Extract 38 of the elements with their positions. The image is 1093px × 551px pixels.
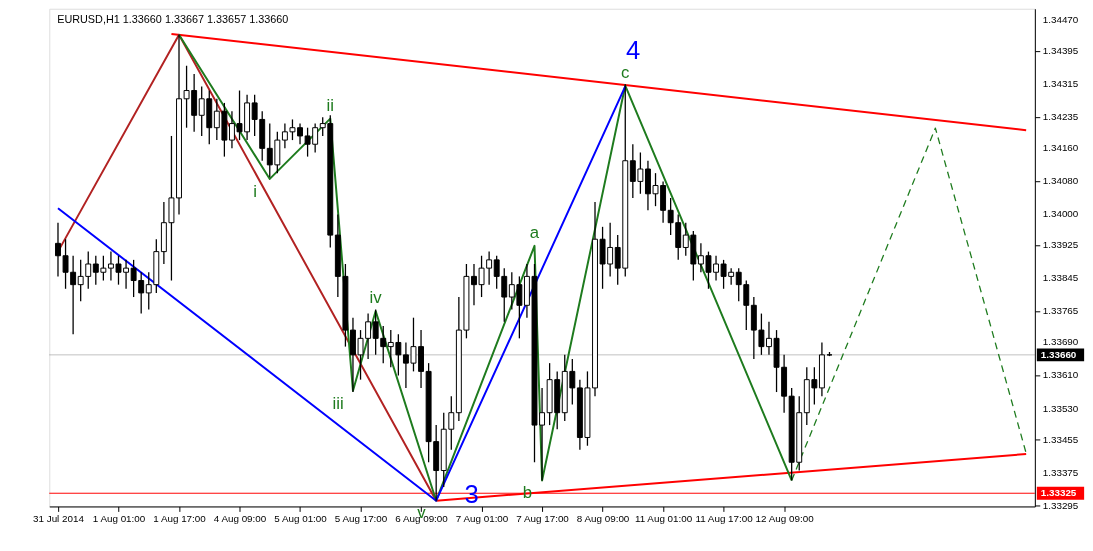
x-tick-label: 31 Jul 2014 [33, 512, 85, 524]
y-tick-label: 1.33375 [1042, 466, 1079, 478]
ref-line-label: 1.33325 [1040, 487, 1077, 499]
chart-title: EURUSD,H1 1.33660 1.33667 1.33657 1.33660 [57, 12, 289, 25]
data-label: c [621, 62, 630, 82]
y-tick-label: 1.34470 [1042, 14, 1079, 26]
x-tick-label: 7 Aug 01:00 [455, 512, 509, 524]
y-tick-label: 1.33690 [1042, 336, 1079, 348]
y-tick-label: 1.34080 [1042, 175, 1079, 187]
x-tick-label: 1 Aug 01:00 [92, 512, 146, 524]
y-tick-label: 1.34000 [1042, 208, 1079, 220]
data-label: a [529, 222, 540, 242]
data-label: iii [332, 393, 344, 413]
y-tick-label: 1.34315 [1042, 78, 1079, 90]
x-tick-label: 5 Aug 01:00 [274, 512, 328, 524]
y-tick-label: 1.33295 [1042, 499, 1079, 511]
x-tick-label: 1 Aug 17:00 [153, 512, 207, 524]
y-tick-label: 1.33530 [1042, 402, 1079, 414]
data-label: iv [369, 288, 383, 308]
y-tick-label: 1.33845 [1042, 272, 1079, 284]
annotation: 4 [626, 35, 641, 64]
ref-line-label: 1.33660 [1040, 348, 1077, 360]
y-tick-label: 1.34235 [1042, 111, 1079, 123]
y-tick-label: 1.33455 [1042, 433, 1079, 445]
x-tick-label: 7 Aug 17:00 [516, 512, 570, 524]
y-tick-label: 1.33925 [1042, 239, 1079, 251]
data-label: i [253, 181, 257, 201]
y-tick-label: 1.34395 [1042, 45, 1079, 57]
x-tick-label: 5 Aug 17:00 [334, 512, 388, 524]
y-tick-label: 1.34160 [1042, 142, 1079, 154]
x-tick-label: 8 Aug 09:00 [576, 512, 630, 524]
y-tick-label: 1.33765 [1042, 305, 1079, 317]
data-label: ii [326, 95, 335, 115]
x-tick-label: 11 Aug 01:00 [634, 512, 693, 524]
x-tick-label: 11 Aug 17:00 [695, 512, 754, 524]
y-tick-label: 1.33610 [1042, 369, 1079, 381]
x-tick-label: 12 Aug 09:00 [755, 512, 815, 524]
x-tick-label: 4 Aug 09:00 [213, 512, 267, 524]
